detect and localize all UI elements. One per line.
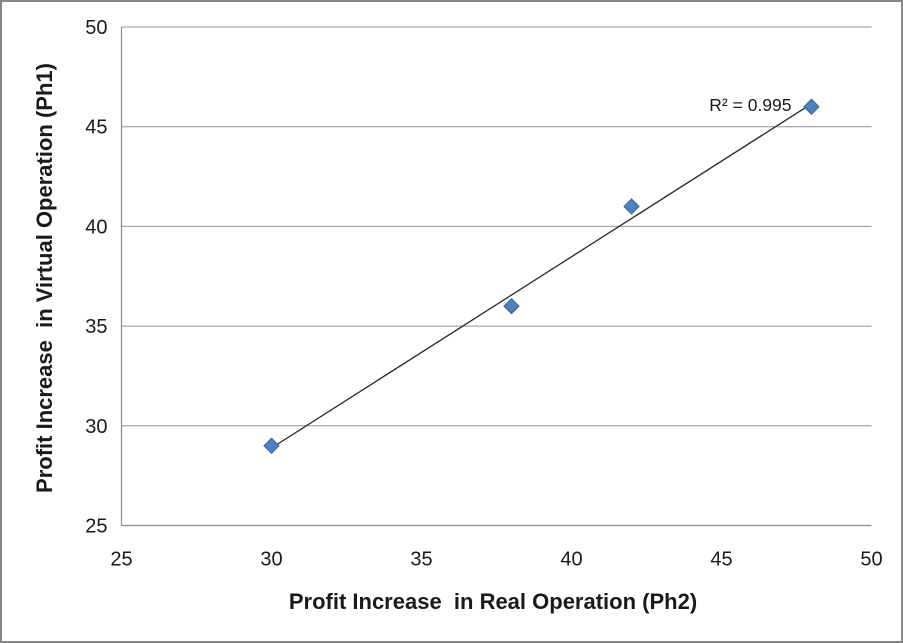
x-tick-label-30: 30 [260,549,282,571]
y-tick-label-45: 45 [85,117,107,139]
trendline [271,103,812,449]
x-tick-label-25: 25 [110,549,132,571]
data-point-30-29 [263,437,280,454]
data-point-48-46 [803,98,820,115]
y-tick-label-35: 35 [85,316,107,338]
data-point-38-36 [503,297,520,315]
y-tick-label-40: 40 [85,216,107,238]
y-tick-label-50: 50 [85,17,107,39]
x-tick-label-50: 50 [860,549,882,571]
y-tick-label-25: 25 [85,516,107,538]
data-point-42-41 [623,198,640,215]
x-tick-label-40: 40 [560,549,582,571]
y-tick-label-30: 30 [85,416,107,438]
x-axis-title: Profit Increase in Real Operation (Ph2) [288,589,698,614]
x-tick-label-35: 35 [410,549,432,571]
r-squared-label: R² = 0.995 [709,95,791,115]
x-tick-label-45: 45 [710,549,732,571]
